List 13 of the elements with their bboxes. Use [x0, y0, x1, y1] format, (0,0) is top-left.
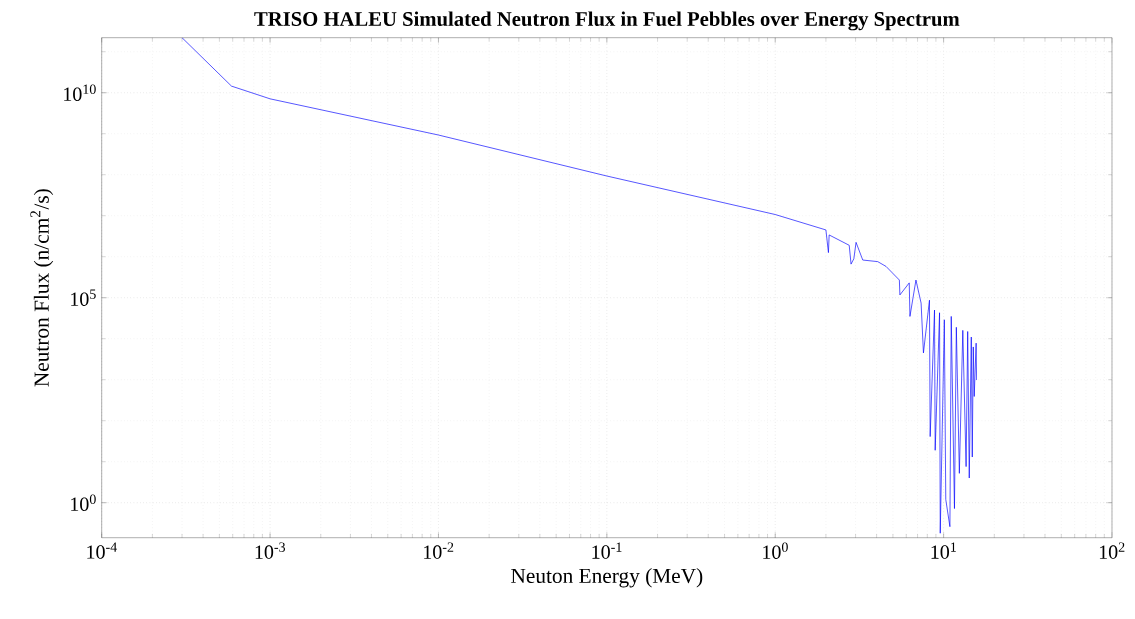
x-tick-label: 10$^{1}$	[931, 542, 956, 559]
x-tick-label: 10$^{0}$	[763, 542, 788, 559]
y-tick-label: 10$^{0}$	[71, 494, 96, 511]
x-tick-label: 10$^{-2}$	[424, 542, 454, 559]
y-axis-title: Neutron Flux (n/cm$^{2}$/s)	[30, 189, 54, 387]
x-tick-label: 10$^{-4}$	[87, 542, 117, 559]
y-tick-label: 10$^{5}$	[71, 289, 96, 306]
y-tick-label: 10$^{10}$	[64, 84, 96, 101]
x-tick-label: 10$^{-1}$	[592, 542, 622, 559]
x-axis-title: Neuton Energy (MeV)	[511, 568, 703, 588]
x-tick-label: 10$^{2}$	[1099, 542, 1125, 559]
x-tick-label: 10$^{-3}$	[255, 542, 286, 559]
chart-title: TRISO HALEU Simulated Neutron Flux in Fuel Pebbles over Energy Spectrum	[254, 11, 960, 31]
